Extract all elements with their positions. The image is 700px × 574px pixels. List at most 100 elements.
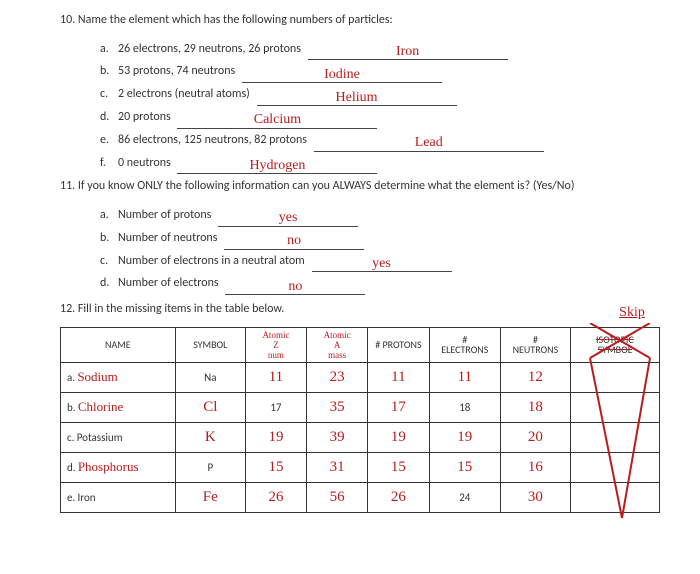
q12-table-wrap: Skip NAME SYMBOL Atomic Z num xyxy=(60,327,670,513)
item-text: Number of protons xyxy=(118,208,211,222)
table-cell: 11 xyxy=(429,362,501,392)
answer-blank: Helium xyxy=(257,90,457,106)
item-text: Number of electrons xyxy=(118,276,219,290)
table-cell: Cl xyxy=(175,392,245,422)
q10-item: e.86 electrons, 125 neutrons, 82 protons… xyxy=(100,129,670,152)
q10-item: b.53 protons, 74 neutrons Iodine xyxy=(100,60,670,83)
element-name: Sodium xyxy=(77,369,117,384)
table-cell: 39 xyxy=(307,422,368,452)
q11-item: c.Number of electrons in a neutral atom … xyxy=(100,250,670,273)
table-cell: 12 xyxy=(501,362,571,392)
elements-table: NAME SYMBOL Atomic Z num Atomic A mass #… xyxy=(60,327,660,513)
isotopic-cell xyxy=(570,422,659,452)
table-cell: 15 xyxy=(429,452,501,482)
th-electrons: # ELECTRONS xyxy=(429,327,501,362)
item-label: b. xyxy=(100,227,118,250)
table-cell: K xyxy=(175,422,245,452)
item-text: 2 electrons (neutral atoms) xyxy=(118,87,250,101)
table-cell: 17 xyxy=(368,392,429,422)
item-label: c. xyxy=(100,83,118,106)
answer-blank: no xyxy=(224,233,364,249)
table-cell: 56 xyxy=(307,482,368,512)
table-row: c. PotassiumK1939191920 xyxy=(61,422,660,452)
name-cell: c. Potassium xyxy=(61,422,176,452)
table-header-row: NAME SYMBOL Atomic Z num Atomic A mass #… xyxy=(61,327,660,362)
table-cell: 11 xyxy=(368,362,429,392)
item-label: e. xyxy=(100,129,118,152)
answer-blank: no xyxy=(225,279,365,295)
q11-item: b.Number of neutrons no xyxy=(100,227,670,250)
table-cell: 17 xyxy=(245,392,306,422)
name-cell: e. Iron xyxy=(61,482,176,512)
th-protons: # PROTONS xyxy=(368,327,429,362)
handwritten-answer: yes xyxy=(279,210,298,225)
table-cell: 26 xyxy=(245,482,306,512)
th-atomic-number: Atomic Z num xyxy=(245,327,306,362)
table-row: e. IronFe2656262430 xyxy=(61,482,660,512)
q10-item: a.26 electrons, 29 neutrons, 26 protons … xyxy=(100,38,670,61)
table-cell: 20 xyxy=(501,422,571,452)
item-label: a. xyxy=(100,38,118,61)
handwritten-answer: Iron xyxy=(396,44,419,59)
handwritten-answer: no xyxy=(288,279,302,294)
table-cell: 16 xyxy=(501,452,571,482)
th-name: NAME xyxy=(61,327,176,362)
item-label: d. xyxy=(100,106,118,129)
handwritten-answer: Lead xyxy=(415,135,443,150)
handwritten-answer: Iodine xyxy=(324,67,360,82)
item-text: Number of electrons in a neutral atom xyxy=(118,254,305,268)
item-label: b. xyxy=(100,60,118,83)
handwritten-answer: Calcium xyxy=(254,112,301,127)
answer-blank: yes xyxy=(218,210,358,226)
table-cell: 15 xyxy=(245,452,306,482)
q11-item: d.Number of electrons no xyxy=(100,272,670,295)
item-text: 20 protons xyxy=(118,110,171,124)
table-cell: 23 xyxy=(307,362,368,392)
item-text: 26 electrons, 29 neutrons, 26 protons xyxy=(118,42,301,56)
th-isotopic: ISOTOPIC SYMBOL xyxy=(570,327,659,362)
element-name: Phosphorus xyxy=(78,459,139,474)
table-cell: 26 xyxy=(368,482,429,512)
table-cell: 15 xyxy=(368,452,429,482)
handwritten-answer: no xyxy=(287,233,301,248)
element-name: Chlorine xyxy=(78,399,124,414)
table-cell: 24 xyxy=(429,482,501,512)
table-cell: 11 xyxy=(245,362,306,392)
q11-items: a.Number of protons yesb.Number of neutr… xyxy=(60,204,670,295)
q10-item: c.2 electrons (neutral atoms) Helium xyxy=(100,83,670,106)
item-text: 53 protons, 74 neutrons xyxy=(118,64,235,78)
handwritten-answer: Hydrogen xyxy=(249,158,305,173)
isotopic-cell xyxy=(570,482,659,512)
item-label: a. xyxy=(100,204,118,227)
q11-prompt: 11. If you know ONLY the following infor… xyxy=(60,176,670,198)
name-cell: d. Phosphorus xyxy=(61,452,176,482)
name-cell: b. Chlorine xyxy=(61,392,176,422)
table-cell: 35 xyxy=(307,392,368,422)
table-row: d. PhosphorusP1531151516 xyxy=(61,452,660,482)
answer-blank: Iodine xyxy=(242,67,442,83)
item-text: 0 neutrons xyxy=(118,156,171,170)
q11-item: a.Number of protons yes xyxy=(100,204,670,227)
table-cell: Na xyxy=(175,362,245,392)
element-name: Potassium xyxy=(77,431,123,444)
table-cell: 30 xyxy=(501,482,571,512)
isotopic-cell xyxy=(570,452,659,482)
table-cell: 19 xyxy=(368,422,429,452)
worksheet-page: 10. Name the element which has the follo… xyxy=(0,0,700,513)
table-cell: 19 xyxy=(245,422,306,452)
answer-blank: Iron xyxy=(308,44,508,60)
answer-blank: yes xyxy=(312,256,452,272)
answer-blank: Calcium xyxy=(177,112,377,128)
item-label: d. xyxy=(100,272,118,295)
q10-items: a.26 electrons, 29 neutrons, 26 protons … xyxy=(60,38,670,175)
th-neutrons: # NEUTRONS xyxy=(501,327,571,362)
th-atomic-mass: Atomic A mass xyxy=(307,327,368,362)
isotopic-cell xyxy=(570,392,659,422)
handwritten-answer: yes xyxy=(372,256,391,271)
item-text: Number of neutrons xyxy=(118,231,217,245)
table-row: a. SodiumNa1123111112 xyxy=(61,362,660,392)
table-cell: 31 xyxy=(307,452,368,482)
table-row: b. ChlorineCl1735171818 xyxy=(61,392,660,422)
q10-prompt: 10. Name the element which has the follo… xyxy=(60,10,670,32)
item-text: 86 electrons, 125 neutrons, 82 protons xyxy=(118,133,307,147)
